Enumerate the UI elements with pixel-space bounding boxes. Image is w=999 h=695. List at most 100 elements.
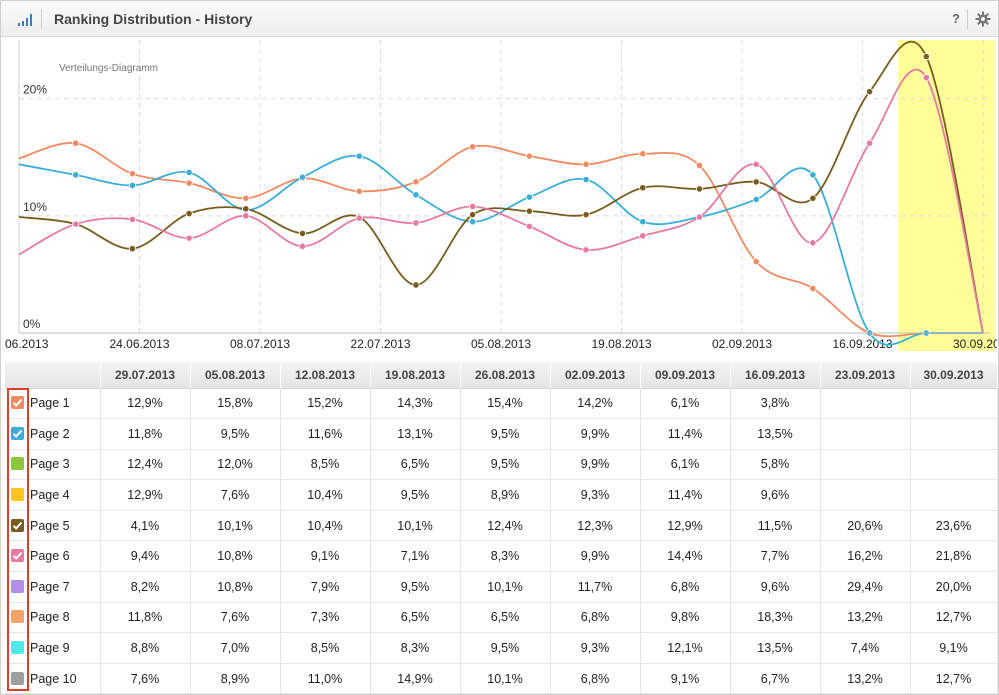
value-cell: 8,9%: [460, 479, 551, 511]
series-point-1: [582, 160, 590, 168]
row-label: Page 5: [30, 518, 70, 533]
value-cell: 10,1%: [460, 663, 551, 695]
value-cell: 9,5%: [370, 479, 461, 511]
value-cell: 8,5%: [280, 632, 371, 664]
value-cell: 11,6%: [280, 418, 371, 450]
series-point-3: [865, 88, 874, 96]
series-point-4: [128, 215, 137, 223]
value-cell: 14,3%: [370, 388, 461, 420]
series-point-1: [128, 170, 137, 178]
series-point-2: [412, 191, 420, 199]
row-label: Page 10: [30, 671, 77, 686]
series-point-2: [72, 171, 80, 179]
table-row: Page 5 4,1% 10,1% 10,4% 10,1% 12,4% 12,3% 12,9%…: [5, 510, 998, 542]
help-button[interactable]: ?: [952, 11, 960, 26]
checkmark-icon: [12, 552, 23, 561]
series-checkbox[interactable]: [11, 641, 24, 655]
series-checkbox[interactable]: [11, 457, 24, 471]
header-cell-date[interactable]: 02.09.2013: [550, 362, 641, 389]
header-cell-date[interactable]: 12.08.2013: [280, 362, 371, 389]
row-label-cell: Page 10: [5, 663, 101, 695]
value-cell: 9,5%: [370, 571, 461, 603]
header-cell-date[interactable]: 05.08.2013: [190, 362, 281, 389]
series-point-4: [412, 219, 420, 227]
value-cell: 9,5%: [460, 449, 551, 481]
value-cell: 13,5%: [730, 418, 821, 450]
value-cell: 9,1%: [280, 540, 371, 573]
row-label-cell: Page 2: [5, 418, 101, 450]
series-point-1: [242, 194, 250, 202]
value-cell: 9,1%: [910, 632, 998, 664]
series-point-3: [412, 281, 420, 289]
series-checkbox[interactable]: [11, 579, 24, 593]
header-cell-date[interactable]: 26.08.2013: [460, 362, 551, 389]
series-point-4: [525, 222, 533, 230]
value-cell: 15,4%: [460, 388, 551, 420]
table-row: Page 4 12,9% 7,6% 10,4% 9,5% 8,9% 9,3% 11,4% 9,6…: [5, 479, 998, 511]
value-cell: [820, 479, 911, 511]
value-cell: 8,9%: [190, 663, 281, 695]
series-point-4: [355, 214, 363, 222]
value-cell: 4,1%: [100, 510, 191, 542]
gear-icon[interactable]: [975, 11, 991, 27]
row-label-cell: Page 8: [5, 602, 101, 634]
row-label-cell: Page 4: [5, 479, 101, 511]
series-checkbox[interactable]: [11, 549, 24, 563]
header-cell-date[interactable]: 09.09.2013: [640, 362, 731, 389]
value-cell: 10,4%: [280, 479, 371, 511]
value-cell: 6,7%: [730, 663, 821, 695]
row-label: Page 4: [30, 488, 70, 503]
value-cell: 14,4%: [640, 540, 731, 573]
series-checkbox[interactable]: [11, 426, 24, 440]
series-point-3: [185, 209, 193, 218]
y-tick-label: 20%: [23, 83, 47, 97]
series-checkbox[interactable]: [11, 518, 24, 532]
row-label: Page 9: [30, 641, 70, 656]
value-cell: 7,0%: [190, 632, 281, 664]
table-row: Page 7 8,2% 10,8% 7,9% 9,5% 10,1% 11,7% 6,8% 9,6…: [5, 571, 998, 603]
series-point-3: [525, 207, 533, 215]
value-cell: 13,2%: [820, 663, 911, 695]
value-cell: 12,9%: [640, 510, 731, 542]
series-point-3: [752, 178, 760, 186]
series-checkbox[interactable]: [11, 396, 24, 410]
series-checkbox[interactable]: [11, 610, 24, 624]
header-cell-date[interactable]: 23.09.2013: [820, 362, 911, 389]
header-cell-date[interactable]: 16.09.2013: [730, 362, 821, 389]
value-cell: 10,8%: [190, 540, 281, 573]
series-point-3: [242, 205, 250, 213]
value-cell: 10,1%: [460, 571, 551, 603]
value-cell: 6,1%: [640, 449, 731, 481]
checkmark-icon: [12, 399, 23, 408]
value-cell: [910, 418, 998, 450]
checkmark-icon: [12, 429, 23, 438]
series-point-2: [469, 218, 477, 226]
value-cell: 13,2%: [820, 602, 911, 634]
row-label: Page 2: [30, 426, 70, 441]
value-cell: 13,5%: [730, 632, 821, 664]
x-tick-label: 22.07.2013: [350, 337, 410, 351]
value-cell: 7,6%: [190, 479, 281, 511]
value-cell: 10,1%: [190, 510, 281, 542]
table-row: Page 2 11,8% 9,5% 11,6% 13,1% 9,5% 9,9% 11,4% 13…: [5, 418, 998, 450]
value-cell: 6,1%: [640, 388, 731, 420]
value-cell: 9,6%: [730, 571, 821, 603]
header-cell-date[interactable]: 30.09.2013: [910, 362, 998, 389]
series-point-2: [752, 195, 760, 204]
series-checkbox[interactable]: [11, 488, 24, 502]
row-label-cell: Page 1: [5, 388, 101, 420]
row-label-cell: Page 6: [5, 540, 101, 573]
value-cell: 6,8%: [640, 571, 731, 603]
series-point-4: [298, 242, 307, 250]
row-label-cell: Page 7: [5, 571, 101, 603]
series-point-4: [865, 139, 874, 147]
value-cell: 9,5%: [460, 418, 551, 450]
header-cell-date[interactable]: 29.07.2013: [100, 362, 191, 389]
series-checkbox[interactable]: [11, 671, 24, 685]
series-point-1: [525, 152, 533, 160]
header-cell-date[interactable]: 19.08.2013: [370, 362, 461, 389]
value-cell: 16,2%: [820, 540, 911, 573]
value-cell: 11,7%: [550, 571, 641, 603]
value-cell: 7,3%: [280, 602, 371, 634]
